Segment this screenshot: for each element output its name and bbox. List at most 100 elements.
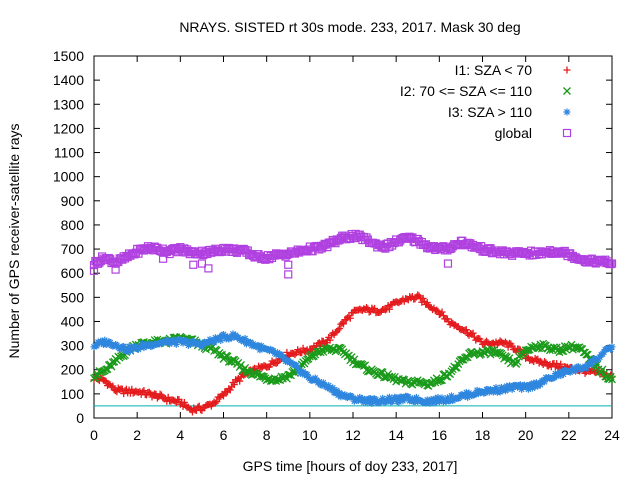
marker-plus — [273, 359, 281, 367]
data-point — [553, 372, 561, 380]
marker-star — [168, 338, 176, 346]
x-tick-label: 6 — [220, 427, 228, 443]
data-point — [368, 399, 376, 407]
data-point — [434, 394, 442, 402]
marker-star — [228, 334, 236, 342]
y-tick-label: 1500 — [53, 48, 84, 64]
marker-plus — [541, 357, 549, 365]
marker-star — [408, 395, 416, 403]
data-point — [156, 390, 164, 398]
marker-plus — [581, 369, 589, 377]
marker-square — [89, 266, 99, 275]
marker-plus — [381, 306, 389, 314]
marker-star — [527, 381, 535, 389]
marker-star — [356, 393, 364, 401]
x-tick-label: 4 — [176, 427, 184, 443]
marker-star — [98, 338, 106, 346]
data-point — [125, 342, 133, 350]
data-point — [195, 402, 203, 410]
data-point — [438, 394, 446, 402]
data-point — [507, 383, 515, 391]
data-point — [145, 388, 153, 396]
marker-star — [368, 399, 376, 407]
legend-label: I1: SZA < 70 — [455, 62, 533, 78]
data-point — [336, 389, 344, 397]
data-point — [230, 381, 238, 389]
marker-plus — [469, 329, 477, 337]
marker-star — [170, 335, 178, 343]
marker-star — [518, 385, 526, 393]
data-point — [325, 382, 333, 390]
y-tick-label: 1300 — [53, 96, 84, 112]
data-point — [303, 370, 311, 378]
marker-star — [349, 394, 357, 402]
data-point — [462, 326, 470, 334]
marker-plus — [164, 393, 172, 401]
marker-star — [423, 396, 431, 404]
marker-star — [532, 379, 540, 387]
marker-star — [412, 393, 420, 401]
outlier-point — [189, 260, 198, 269]
data-point — [557, 360, 565, 368]
marker-plus — [336, 325, 344, 333]
marker-star — [481, 389, 489, 397]
marker-star — [485, 388, 493, 396]
marker-star — [294, 363, 302, 371]
y-tick-label: 600 — [61, 265, 85, 281]
data-point — [608, 343, 616, 351]
data-point — [98, 338, 106, 346]
marker-star — [246, 338, 254, 346]
marker-square — [204, 264, 213, 273]
marker-plus — [385, 305, 393, 313]
data-point — [600, 348, 608, 356]
data-point — [534, 382, 542, 390]
marker-cross — [436, 376, 445, 385]
y-tick-label: 1100 — [54, 145, 84, 161]
legend-marker — [563, 66, 571, 74]
data-point — [211, 399, 219, 407]
marker-star — [434, 394, 442, 402]
marker-star — [461, 392, 469, 400]
marker-star — [337, 393, 345, 401]
marker-star — [426, 399, 434, 407]
data-point — [528, 384, 536, 392]
data-point — [365, 308, 373, 316]
marker-star — [392, 394, 400, 402]
data-point — [109, 382, 117, 390]
x-tick-label: 22 — [561, 427, 577, 443]
marker-plus — [180, 398, 188, 406]
data-point — [596, 353, 604, 361]
marker-star — [523, 382, 531, 390]
marker-star — [608, 343, 616, 351]
data-point — [236, 377, 244, 385]
data-point — [608, 375, 616, 384]
y-tick-label: 400 — [61, 313, 85, 329]
legend: I1: SZA < 70 I2: 70 <= SZA <= 110 I3: SZA … — [400, 62, 572, 141]
data-point — [164, 393, 172, 401]
data-point — [346, 314, 354, 322]
marker-plus — [195, 402, 203, 410]
marker-star — [537, 381, 545, 389]
data-point — [273, 359, 281, 367]
data-point — [607, 345, 615, 353]
data-point — [456, 394, 464, 402]
marker-star — [303, 370, 311, 378]
data-point — [492, 384, 500, 392]
x-tick-label: 2 — [133, 427, 141, 443]
data-point — [364, 399, 372, 407]
marker-square — [607, 259, 617, 268]
marker-star — [497, 383, 505, 391]
y-tick-label: 1000 — [53, 169, 84, 185]
marker-plus — [462, 326, 470, 334]
marker-star — [572, 367, 580, 375]
marker-star — [280, 354, 288, 362]
y-tick-label: 700 — [61, 241, 85, 257]
data-point — [581, 369, 589, 377]
data-point — [598, 365, 607, 374]
data-point — [582, 364, 590, 372]
y-axis-label: Number of GPS receiver-satellite rays — [6, 124, 22, 359]
marker-star — [456, 394, 464, 402]
marker-star — [341, 391, 349, 399]
data-point — [358, 394, 366, 402]
series-layer — [89, 229, 617, 416]
